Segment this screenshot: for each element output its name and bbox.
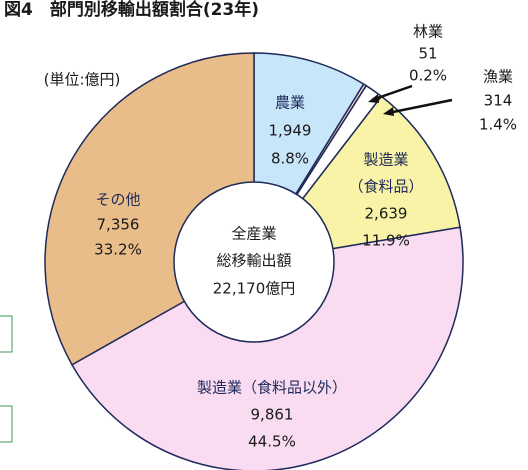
leader-arrow: [371, 84, 413, 102]
slice-label: 製造業（食料品以外）: [197, 379, 347, 397]
slice-label: （食料品）: [348, 178, 423, 196]
leader-arrow: [387, 98, 453, 115]
slice-label: 林業: [413, 23, 443, 41]
percent-label: 44.5%: [248, 433, 296, 451]
arrow-head: [383, 107, 394, 116]
percent-label: 8.8%: [271, 150, 309, 168]
slice-label: 農業: [275, 94, 305, 112]
side-box: [0, 315, 13, 353]
chart-title: 図4 部門別移輸出額割合(23年): [4, 0, 259, 20]
arrow-head: [368, 94, 379, 103]
percent-label: 0.2%: [409, 67, 447, 85]
value-label: 2,639: [365, 205, 408, 223]
center-total: 22,170億円: [213, 280, 296, 298]
slice-label: 漁業: [483, 68, 513, 86]
value-label: 9,861: [251, 406, 294, 424]
slice: [70, 226, 464, 470]
side-box: [0, 405, 13, 443]
value-label: 7,356: [97, 216, 140, 234]
percent-label: 11.9%: [362, 232, 410, 250]
donut-hole: [173, 181, 335, 343]
slice-label: その他: [95, 191, 140, 209]
percent-label: 33.2%: [94, 241, 142, 259]
slice-label: 製造業: [363, 151, 408, 169]
unit-note: (単位:億円): [44, 71, 121, 89]
value-label: 314: [484, 92, 513, 110]
center-label: 総移輸出額: [216, 252, 291, 270]
center-label: 全産業: [231, 225, 276, 243]
value-label: 51: [418, 45, 437, 63]
value-label: 1,949: [269, 122, 312, 140]
percent-label: 1.4%: [479, 116, 517, 134]
